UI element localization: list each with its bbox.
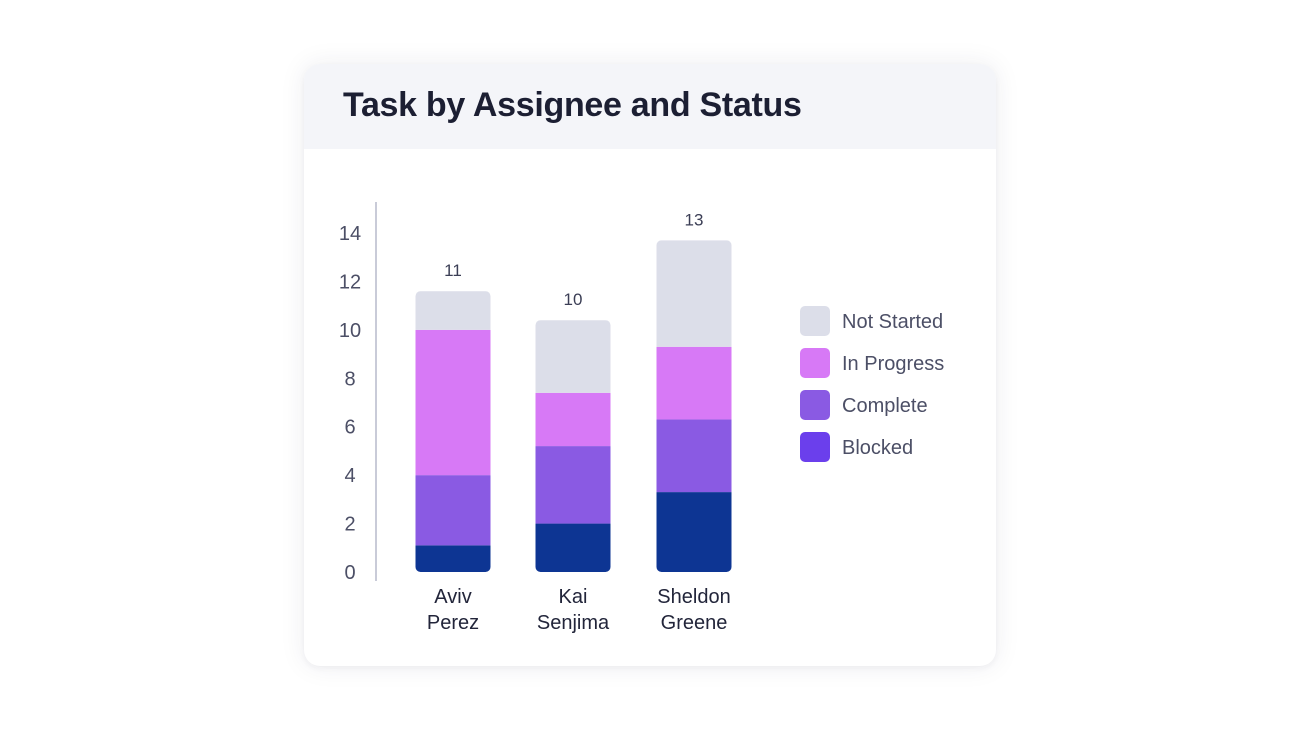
- y-tick-label: 0: [344, 562, 355, 584]
- bar-segment-complete: [415, 475, 491, 546]
- legend-swatch: [800, 348, 830, 378]
- x-category-label: Sheldon Greene: [657, 586, 730, 634]
- x-category-label: Kai Senjima: [537, 586, 610, 634]
- bar-segment-not-started: [535, 320, 611, 393]
- bar-segment-blocked: [535, 523, 611, 572]
- legend-label: Complete: [842, 395, 928, 417]
- y-axis-ticks: 0 2 4 6 8 10 12 14: [339, 223, 361, 584]
- bar-segment-not-started: [415, 291, 491, 330]
- legend: Not Started In Progress Complete Blocked: [800, 306, 944, 462]
- bar-stack: [656, 240, 732, 572]
- card-header: Task by Assignee and Status: [304, 64, 996, 149]
- bar-segment-in-progress: [415, 329, 491, 476]
- bar-stack: [415, 291, 491, 572]
- bar-segment-in-progress: [656, 346, 732, 420]
- x-axis-labels: Aviv Perez Kai Senjima Sheldon Greene: [427, 586, 731, 634]
- bar-segment-not-started: [656, 240, 732, 347]
- y-tick-label: 8: [344, 368, 355, 390]
- legend-item: Blocked: [800, 432, 913, 462]
- chart-title: Task by Assignee and Status: [343, 86, 802, 124]
- y-tick-label: 12: [339, 271, 361, 293]
- y-tick-label: 6: [344, 417, 355, 439]
- bar-segment-blocked: [656, 492, 732, 572]
- bars: [415, 240, 732, 572]
- legend-item: Not Started: [800, 306, 943, 336]
- y-tick-label: 14: [339, 223, 361, 245]
- y-tick-label: 2: [344, 514, 355, 536]
- x-category-label: Aviv Perez: [427, 586, 479, 634]
- stacked-bar-chart: 0 2 4 6 8 10 12 14 11 10 13 Aviv Perez Kai Senjima Sh…: [339, 202, 944, 634]
- legend-swatch: [800, 390, 830, 420]
- bar-segment-complete: [656, 419, 732, 493]
- bar-segment-in-progress: [535, 392, 611, 447]
- legend-item: Complete: [800, 390, 928, 420]
- legend-swatch: [800, 306, 830, 336]
- bar-total-label: 11: [444, 261, 462, 280]
- bar-total-label: 10: [564, 290, 583, 309]
- chart-card: Task by Assignee and Status 0 2 4 6 8 10 12 14 …: [304, 64, 996, 666]
- y-tick-label: 10: [339, 320, 361, 342]
- bar-segment-blocked: [415, 545, 491, 572]
- y-tick-label: 4: [344, 465, 355, 487]
- bar-stack: [535, 320, 611, 572]
- bar-total-label: 13: [685, 210, 704, 229]
- bar-segment-complete: [535, 446, 611, 524]
- legend-label: In Progress: [842, 353, 944, 375]
- bar-totals: 11 10 13: [444, 210, 703, 309]
- legend-item: In Progress: [800, 348, 944, 378]
- legend-label: Blocked: [842, 437, 913, 459]
- legend-swatch: [800, 432, 830, 462]
- legend-label: Not Started: [842, 311, 943, 333]
